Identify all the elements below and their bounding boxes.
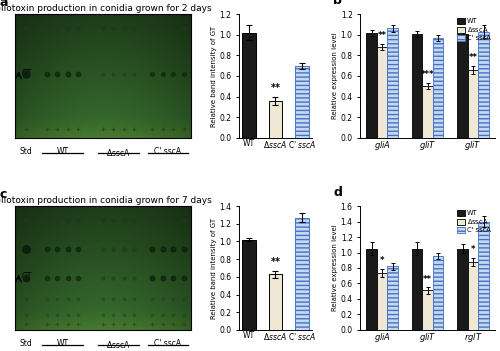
Text: Std: Std <box>19 147 32 155</box>
Bar <box>269 101 282 138</box>
Title: Gliotoxin production in conidia grown for 2 days: Gliotoxin production in conidia grown fo… <box>0 4 212 13</box>
Bar <box>366 33 377 138</box>
Bar <box>468 262 478 330</box>
Text: C' sscA: C' sscA <box>154 339 182 347</box>
Bar <box>242 240 256 330</box>
Text: **: ** <box>270 257 280 267</box>
Text: c: c <box>0 188 6 201</box>
Text: a: a <box>0 0 8 9</box>
Y-axis label: Relative band intensity of GT: Relative band intensity of GT <box>210 25 216 127</box>
Text: **: ** <box>423 274 432 284</box>
Y-axis label: Relative band intensity of GT: Relative band intensity of GT <box>210 217 216 319</box>
Bar <box>366 249 377 330</box>
Title: Gliotoxin production in conidia grown for 7 days: Gliotoxin production in conidia grown fo… <box>0 196 212 205</box>
Bar <box>433 38 444 138</box>
Y-axis label: Relative expression level: Relative expression level <box>332 225 338 311</box>
Text: **: ** <box>378 31 386 40</box>
Legend: WT, $\Delta$sscA, C' sscA: WT, $\Delta$sscA, C' sscA <box>456 17 492 42</box>
Bar <box>377 273 388 330</box>
Bar <box>433 256 444 330</box>
Text: b: b <box>334 0 342 7</box>
Bar <box>468 70 478 138</box>
Bar <box>478 221 489 330</box>
Text: d: d <box>334 186 342 199</box>
Text: WT: WT <box>56 339 68 347</box>
Bar <box>269 274 282 330</box>
Text: $\Delta$sscA: $\Delta$sscA <box>106 339 131 350</box>
Text: ***: *** <box>421 71 434 79</box>
Text: $\Delta$sscA: $\Delta$sscA <box>106 147 131 158</box>
Text: C' sscA: C' sscA <box>154 147 182 155</box>
Text: *: * <box>471 245 476 254</box>
Legend: WT, $\Delta$sscA, C' sscA: WT, $\Delta$sscA, C' sscA <box>456 210 492 234</box>
Text: Std: Std <box>19 339 32 347</box>
Text: GT: GT <box>22 69 32 78</box>
Bar <box>422 86 433 138</box>
Bar <box>412 249 422 330</box>
Bar <box>388 28 398 138</box>
Bar <box>458 249 468 330</box>
Bar <box>242 33 256 138</box>
Bar <box>377 47 388 138</box>
Text: *: * <box>380 256 384 265</box>
Bar <box>458 34 468 138</box>
Text: **: ** <box>270 83 280 93</box>
Text: WT: WT <box>56 147 68 155</box>
Bar <box>388 266 398 330</box>
Text: **: ** <box>468 53 477 62</box>
Bar <box>478 32 489 138</box>
Bar <box>412 34 422 138</box>
Bar <box>296 218 308 330</box>
Y-axis label: Relative expression level: Relative expression level <box>332 33 338 119</box>
Bar <box>422 290 433 330</box>
Text: GT: GT <box>22 272 32 281</box>
Bar <box>296 66 308 138</box>
